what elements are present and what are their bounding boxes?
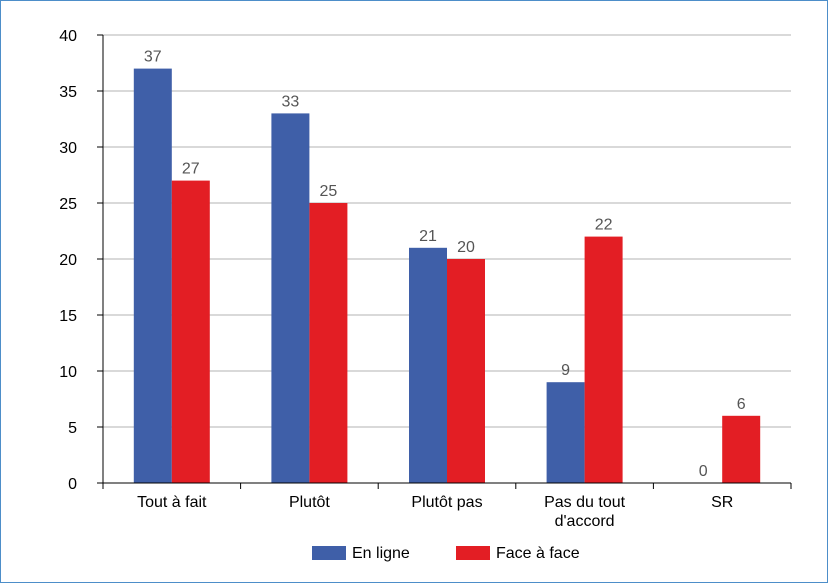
legend: En ligne Face à face — [312, 545, 580, 562]
data-label: 21 — [419, 228, 437, 245]
data-label: 22 — [595, 217, 613, 234]
y-tick-label: 30 — [59, 140, 77, 157]
data-label: 9 — [561, 362, 570, 379]
data-label: 33 — [282, 93, 300, 110]
data-label: 6 — [737, 396, 746, 413]
bar-face-a-face — [584, 236, 623, 483]
data-label: 37 — [144, 49, 162, 66]
y-tick-label: 15 — [59, 308, 77, 325]
bar-en-ligne — [133, 68, 172, 483]
y-tick-label: 40 — [59, 28, 77, 45]
x-tick-label: Pas du tout d'accord — [544, 494, 626, 530]
bar-face-a-face — [309, 203, 348, 483]
bar-face-a-face — [171, 180, 210, 483]
y-tick-label: 35 — [59, 84, 77, 101]
bar-face-a-face — [447, 259, 485, 483]
y-tick-label: 0 — [68, 476, 77, 493]
bar-face-a-face — [722, 415, 761, 483]
legend-label: En ligne — [352, 545, 410, 562]
y-axis: 0 5 10 15 20 25 30 35 40 — [59, 28, 104, 493]
legend-swatch — [456, 546, 490, 560]
bar-en-ligne — [546, 382, 585, 483]
bar-en-ligne — [271, 113, 310, 484]
y-tick-label: 5 — [68, 420, 77, 437]
data-label: 0 — [699, 463, 708, 480]
data-label: 27 — [182, 161, 200, 178]
y-tick-label: 10 — [59, 364, 77, 381]
x-tick-label: Tout à fait — [137, 494, 207, 511]
x-tick-label: Plutôt pas — [411, 494, 482, 511]
x-axis: Tout à fait Plutôt Plutôt pas Pas du tout d'… — [102, 482, 792, 530]
x-tick-label: SR — [711, 494, 733, 511]
legend-label: Face à face — [496, 545, 580, 562]
data-label: 25 — [320, 183, 338, 200]
data-label: 20 — [457, 239, 475, 256]
bars: 37 27 33 25 21 20 9 22 0 6 — [133, 49, 761, 484]
y-tick-label: 20 — [59, 252, 77, 269]
bar-en-ligne — [409, 247, 447, 483]
x-tick-label: Plutôt — [289, 494, 330, 511]
legend-swatch — [312, 546, 346, 560]
y-tick-label: 25 — [59, 196, 77, 213]
